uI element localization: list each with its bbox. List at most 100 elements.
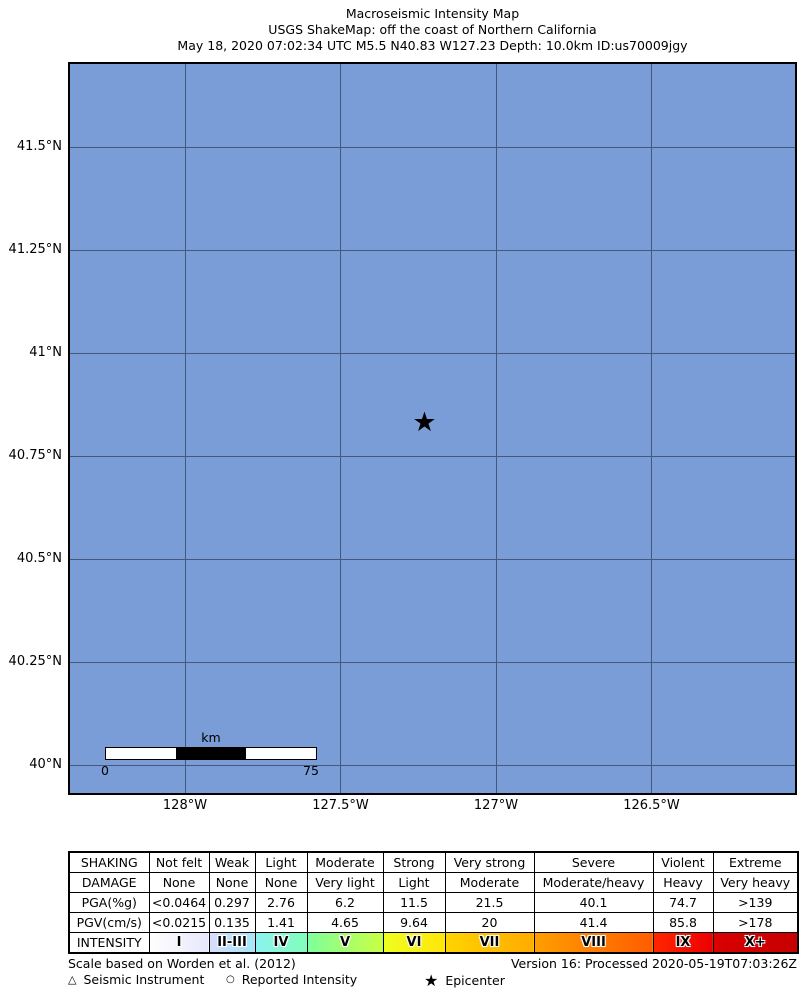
event-info-line: May 18, 2020 07:02:34 UTC M5.5 N40.83 W1…	[177, 38, 688, 53]
latitude-tick-label: 40.25°N	[8, 654, 62, 669]
figure-subtitle: USGS ShakeMap: off the coast of Northern…	[268, 22, 597, 37]
latitude-gridline	[70, 455, 795, 457]
table-value-cell: Light	[382, 872, 446, 893]
intensity-scale-cell: II-III	[208, 932, 256, 954]
legend-item-epicenter: ★ Epicenter	[424, 971, 505, 990]
table-value-cell: 2.76	[254, 892, 308, 913]
latitude-tick-label: 40.5°N	[16, 551, 62, 566]
table-value-cell: 21.5	[444, 892, 535, 913]
scale-bar-end-label: 75	[303, 763, 319, 778]
longitude-tick-label: 127°W	[473, 798, 519, 813]
latitude-gridline	[70, 249, 795, 251]
table-row: PGA(%g) <0.0464 0.297 2.76 6.2 11.5 21.5 40.1 74…	[68, 892, 799, 913]
row-header-cell: PGV(cm/s)	[68, 912, 150, 933]
table-value-cell: 85.8	[652, 912, 714, 933]
row-header-cell: PGA(%g)	[68, 892, 150, 913]
table-value-cell: 11.5	[382, 892, 446, 913]
table-value-cell: 74.7	[652, 892, 714, 913]
table-value-cell: 20	[444, 912, 535, 933]
table-value-cell: Weak	[208, 851, 256, 873]
table-value-cell: >139	[712, 892, 799, 913]
table-value-cell: 41.4	[533, 912, 654, 933]
intensity-scale-cell: V	[306, 932, 384, 954]
latitude-gridline	[70, 558, 795, 560]
latitude-gridline	[70, 661, 795, 663]
table-value-cell: 9.64	[382, 912, 446, 933]
table-value-cell: Moderate/heavy	[533, 872, 654, 893]
row-header-cell: SHAKING	[68, 851, 150, 873]
legend-item-label: Seismic Instrument	[83, 972, 205, 987]
latitude-tick-label: 41.5°N	[16, 139, 62, 154]
scale-reference-note: Scale based on Worden et al. (2012)	[68, 956, 296, 971]
star-icon: ★	[424, 971, 439, 990]
longitude-gridline	[495, 64, 497, 793]
legend-item-reported-intensity: ○ Reported Intensity	[226, 971, 357, 989]
table-value-cell: >178	[712, 912, 799, 933]
shaking-intensity-table: SHAKING Not felt Weak Light Moderate Strong Ve…	[68, 851, 799, 954]
legend-item-label: Reported Intensity	[241, 972, 358, 987]
latitude-tick-label: 40°N	[29, 757, 62, 772]
intensity-scale-cell: I	[148, 932, 210, 954]
legend-item-label: Epicenter	[445, 973, 505, 988]
map-scale-bar	[105, 747, 317, 760]
scale-bar-filled-segment	[175, 748, 247, 759]
intensity-scale-cell: VIII	[533, 932, 654, 954]
table-value-cell: Light	[254, 851, 308, 873]
table-value-cell: 40.1	[533, 892, 654, 913]
table-value-cell: Moderate	[306, 851, 384, 873]
latitude-gridline	[70, 352, 795, 354]
table-value-cell: 4.65	[306, 912, 384, 933]
map-canvas	[68, 62, 797, 795]
table-row: DAMAGE None None None Very light Light Moderat…	[68, 872, 799, 893]
table-row: INTENSITY I II-III IV V VI VII VIII IX X+	[68, 932, 799, 954]
intensity-scale-cell: IV	[254, 932, 308, 954]
intensity-scale-cell: VII	[444, 932, 535, 954]
latitude-tick-label: 40.75°N	[8, 448, 62, 463]
epicenter-star-icon: ★	[412, 406, 437, 438]
latitude-tick-label: 41.25°N	[8, 242, 62, 257]
table-value-cell: Not felt	[148, 851, 210, 873]
longitude-tick-label: 126.5°W	[623, 798, 680, 813]
longitude-tick-label: 128°W	[162, 798, 208, 813]
table-value-cell: Heavy	[652, 872, 714, 893]
table-row: SHAKING Not felt Weak Light Moderate Strong Ve…	[68, 851, 799, 873]
table-value-cell: None	[254, 872, 308, 893]
table-row: PGV(cm/s) <0.0215 0.135 1.41 4.65 9.64 20 41.4 8…	[68, 912, 799, 933]
latitude-tick-label: 41°N	[29, 345, 62, 360]
figure-title-block: Macroseismic Intensity Map USGS ShakeMap…	[68, 6, 797, 54]
table-value-cell: None	[148, 872, 210, 893]
row-header-cell: DAMAGE	[68, 872, 150, 893]
table-value-cell: Very strong	[444, 851, 535, 873]
table-value-cell: Very light	[306, 872, 384, 893]
intensity-scale-cell: X+	[712, 932, 799, 954]
shaking-intensity-table-body: SHAKING Not felt Weak Light Moderate Strong Ve…	[68, 851, 799, 954]
longitude-gridline	[184, 64, 186, 793]
table-value-cell: 1.41	[254, 912, 308, 933]
table-value-cell: Violent	[652, 851, 714, 873]
intensity-scale-cell: IX	[652, 932, 714, 954]
table-value-cell: Moderate	[444, 872, 535, 893]
table-value-cell: 6.2	[306, 892, 384, 913]
open-triangle-icon: △	[68, 973, 77, 986]
figure-title: Macroseismic Intensity Map	[345, 6, 520, 21]
table-value-cell: <0.0464	[148, 892, 210, 913]
scale-bar-start-label: 0	[101, 763, 109, 778]
latitude-gridline	[70, 764, 795, 766]
longitude-gridline	[651, 64, 652, 793]
table-value-cell: Extreme	[712, 851, 799, 873]
table-value-cell: 0.135	[208, 912, 256, 933]
table-value-cell: Severe	[533, 851, 654, 873]
table-value-cell: None	[208, 872, 256, 893]
version-processed-text: Version 16: Processed 2020-05-19T07:03:2…	[510, 956, 797, 971]
legend-item-seismic-instrument: △ Seismic Instrument	[68, 971, 204, 989]
longitude-gridline	[340, 64, 341, 793]
longitude-tick-label: 127.5°W	[312, 798, 369, 813]
open-circle-icon: ○	[226, 974, 235, 985]
intensity-scale-cell: VI	[382, 932, 446, 954]
latitude-gridline	[70, 146, 795, 148]
scale-bar-units-label: km	[201, 730, 221, 745]
table-value-cell: Very heavy	[712, 872, 799, 893]
table-value-cell: 0.297	[208, 892, 256, 913]
table-value-cell: <0.0215	[148, 912, 210, 933]
